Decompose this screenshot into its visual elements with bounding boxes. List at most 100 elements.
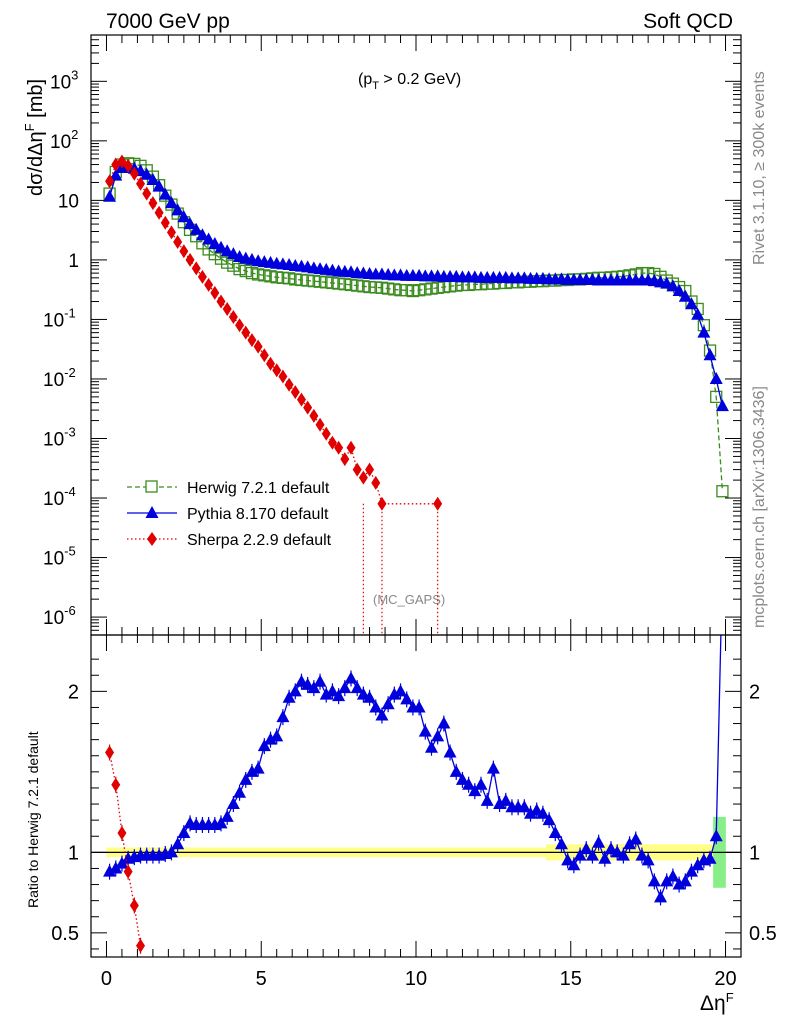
main-data-point bbox=[326, 276, 339, 290]
main-data-point bbox=[195, 228, 209, 241]
ratio-series-line bbox=[108, 752, 142, 946]
main-data-point bbox=[227, 259, 240, 272]
legend-herwig-marker bbox=[145, 480, 158, 493]
main-data-point bbox=[154, 205, 164, 220]
main-y-tick-base: 10 bbox=[43, 549, 64, 570]
main-y-tick-base: 10 bbox=[43, 370, 64, 391]
main-series-line bbox=[108, 160, 438, 505]
ratio-data-point bbox=[276, 710, 290, 723]
main-data-point bbox=[425, 282, 438, 295]
main-data-point bbox=[352, 462, 362, 477]
main-data-point bbox=[208, 237, 222, 250]
ratio-data-point bbox=[257, 739, 271, 752]
x-axis-title-text: Δη bbox=[700, 992, 726, 1015]
main-data-point bbox=[241, 325, 251, 340]
main-y-tick-exp: 3 bbox=[71, 67, 78, 82]
x-tick-label: 10 bbox=[405, 968, 427, 990]
ratio-data-point bbox=[288, 684, 302, 697]
main-y-tick-exp: -5 bbox=[64, 544, 76, 559]
main-data-point bbox=[290, 385, 300, 400]
main-data-point bbox=[105, 174, 115, 189]
ratio-data-point bbox=[437, 716, 451, 729]
main-data-point bbox=[375, 281, 389, 294]
main-data-point bbox=[247, 333, 257, 348]
main-data-point bbox=[358, 470, 368, 485]
main-data-point bbox=[344, 278, 358, 292]
main-data-point bbox=[394, 284, 407, 297]
main-y-tick-label: 10-3 bbox=[43, 424, 76, 450]
ratio-data-point bbox=[109, 861, 123, 874]
main-data-point bbox=[309, 408, 319, 423]
ratio-data-point bbox=[517, 800, 531, 813]
main-data-point bbox=[703, 348, 717, 361]
main-y-tick-exp: -6 bbox=[64, 603, 76, 618]
x-tick-label: 20 bbox=[714, 968, 736, 990]
main-data-point bbox=[140, 167, 154, 180]
main-data-point bbox=[315, 417, 325, 432]
legend-sherpa-marker bbox=[147, 532, 157, 546]
main-data-point bbox=[678, 289, 692, 302]
header-right: Soft QCD bbox=[643, 10, 733, 33]
ratio-data-point bbox=[400, 692, 414, 705]
main-data-point bbox=[672, 284, 686, 297]
main-y-tick-label: 10-4 bbox=[43, 484, 76, 510]
main-y-tick-label: 10 bbox=[58, 191, 79, 212]
main-y-tick-label: 10-6 bbox=[43, 603, 76, 629]
ratio-data-point bbox=[548, 826, 562, 839]
main-data-point bbox=[406, 284, 420, 298]
ratio-data-point bbox=[412, 700, 426, 713]
main-data-point bbox=[129, 166, 139, 181]
main-data-point bbox=[191, 261, 201, 276]
main-data-point bbox=[321, 426, 331, 441]
ratio-data-point bbox=[623, 837, 637, 850]
ratio-data-point bbox=[103, 864, 117, 877]
legend-entry-herwig: Herwig 7.2.1 default bbox=[127, 480, 330, 497]
main-data-point bbox=[666, 279, 680, 292]
ratio-data-point bbox=[474, 777, 488, 790]
ratio-data-point bbox=[239, 772, 253, 785]
main-cut-annotation: (pT > 0.2 GeV) bbox=[358, 71, 461, 92]
main-data-point bbox=[715, 399, 729, 412]
legend-sherpa-label: Sherpa 2.2.9 default bbox=[187, 532, 332, 549]
main-data-point bbox=[307, 274, 321, 288]
main-y-tick-base: 10 bbox=[43, 489, 64, 510]
main-y-tick-exp: -2 bbox=[64, 365, 76, 380]
main-y-tick-label: 10-1 bbox=[43, 305, 76, 331]
main-y-tick-exp: -1 bbox=[64, 305, 76, 320]
ratio-data-point bbox=[536, 806, 550, 819]
ratio-data-point bbox=[592, 835, 606, 848]
main-series-herwig bbox=[103, 157, 729, 498]
main-data-point bbox=[264, 270, 277, 283]
main-data-point bbox=[103, 189, 117, 202]
main-data-point bbox=[183, 217, 197, 230]
main-data-point bbox=[258, 269, 271, 282]
ratio-data-point bbox=[672, 877, 686, 890]
ratio-data-point bbox=[499, 793, 513, 806]
main-data-point bbox=[177, 210, 191, 223]
ratio-data-point bbox=[282, 690, 296, 703]
ratio-data-point bbox=[307, 681, 321, 694]
ratio-data-point bbox=[363, 690, 377, 703]
main-data-point bbox=[185, 252, 195, 267]
main-data-point bbox=[152, 179, 166, 192]
ratio-data-point bbox=[369, 700, 383, 713]
ratio-data-point bbox=[468, 784, 482, 797]
main-data-point bbox=[709, 371, 723, 384]
main-data-point bbox=[123, 158, 133, 173]
main-data-point bbox=[117, 154, 127, 169]
main-data-point bbox=[253, 339, 263, 354]
main-data-point bbox=[334, 440, 344, 455]
main-data-point bbox=[179, 244, 189, 259]
main-data-point bbox=[239, 264, 252, 278]
main-series-sherpa bbox=[105, 154, 443, 511]
main-data-point bbox=[148, 196, 158, 211]
cut-annotation-p: (p bbox=[358, 71, 372, 88]
ratio-data-point bbox=[561, 853, 575, 866]
main-data-point bbox=[251, 268, 265, 281]
ratio-data-point bbox=[332, 689, 346, 702]
x-tick-label: 15 bbox=[560, 968, 582, 990]
ratio-frame bbox=[90, 634, 742, 958]
main-data-point bbox=[142, 186, 152, 201]
main-data-point bbox=[166, 225, 176, 240]
